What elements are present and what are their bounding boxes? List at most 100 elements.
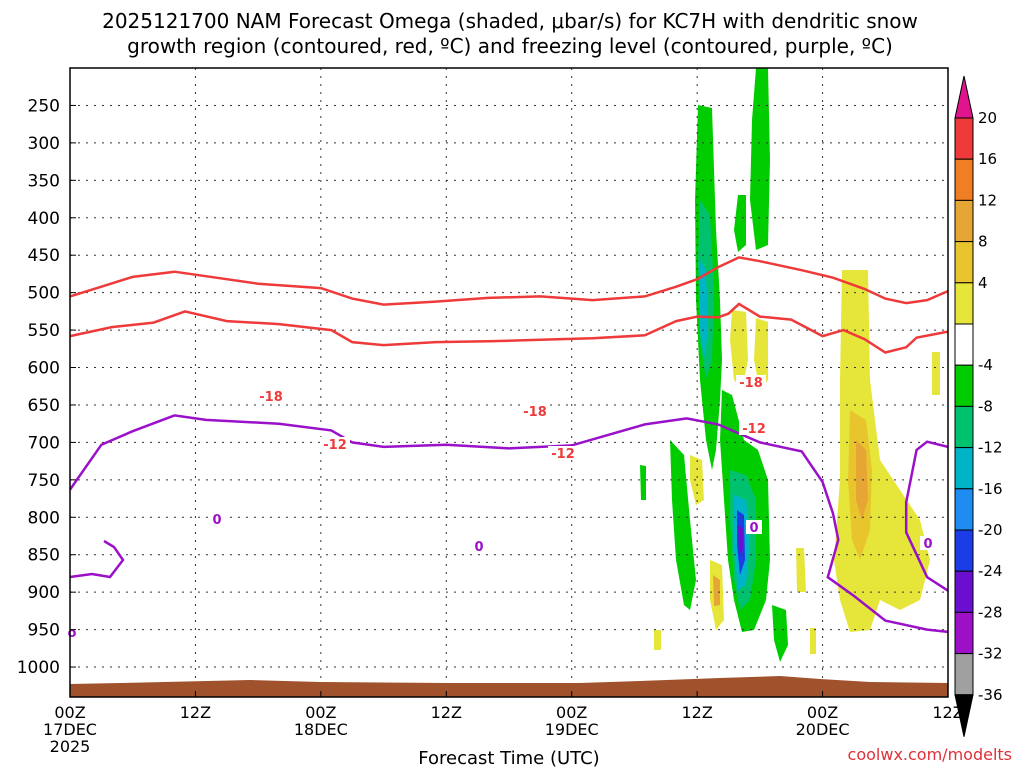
colorbar-label: -24: [978, 562, 1003, 580]
ground-terrain: [70, 676, 948, 697]
colorbar-label: -32: [978, 645, 1003, 663]
omega-downward-region: [932, 352, 940, 395]
y-tick-label: 500: [28, 284, 60, 304]
colorbar-label: -28: [978, 603, 1003, 621]
y-tick-label: 350: [28, 171, 60, 191]
x-tick-label: 12Z: [681, 703, 712, 722]
y-tick-label: 750: [28, 471, 60, 491]
colorbar-swatch: [954, 570, 974, 613]
omega-shading: [640, 68, 940, 662]
colorbar-swatch: [954, 117, 974, 160]
colorbar-label: -8: [978, 397, 993, 415]
omega-downward-region: [690, 455, 704, 505]
freezing-level-contour-alt: [904, 440, 949, 592]
colorbar-label: -16: [978, 480, 1003, 498]
dgz-top-label: -18: [739, 376, 763, 391]
colorbar-swatch: [954, 447, 974, 490]
dgz-top-contour: [69, 256, 949, 306]
x-tick-label: 18DEC: [294, 720, 348, 739]
y-tick-label: 1000: [17, 658, 60, 678]
y-tick-label: 650: [28, 396, 60, 416]
colorbar-swatch: [954, 282, 974, 325]
freezing-level-label: 0: [474, 540, 483, 555]
x-tick-label: 17DEC: [43, 720, 97, 739]
colorbar-swatch: [954, 653, 974, 696]
colorbar-over-triangle: [954, 75, 974, 119]
colorbar-swatch: [954, 611, 974, 655]
omega-downward-region: [810, 628, 816, 654]
y-tick-label: 550: [28, 321, 60, 341]
y-tick-label: 850: [28, 546, 60, 566]
y-tick-label: 800: [28, 508, 60, 528]
colorbar-label: -20: [978, 521, 1003, 539]
freezing-level-label: 0: [749, 521, 758, 536]
dgz-bottom-label: -12: [323, 438, 347, 453]
omega-downward-region: [654, 630, 661, 650]
colorbar-swatch: [954, 199, 974, 243]
y-axis: 250 300 350 400 450 500 550 600 650 700 750 800 850 9…: [17, 96, 76, 678]
chart-title-line-2: growth region (contoured, red, ºC) and f…: [127, 34, 893, 58]
x-tick-label: 12Z: [431, 703, 462, 722]
colorbar-label: -12: [978, 439, 1003, 457]
colorbar-label: 12: [978, 191, 997, 209]
colorbar-swatch: [954, 529, 974, 572]
dgz-bottom-contour: [69, 302, 949, 354]
colorbar-swatch: [954, 488, 974, 531]
dgz-top-label: -18: [523, 405, 547, 420]
freezing-level-loop: [69, 539, 125, 579]
omega-downward-region: [754, 318, 768, 390]
x-tick-label: 00Z: [807, 703, 838, 722]
y-tick-label: 950: [28, 621, 60, 641]
colorbar-swatch: [954, 158, 974, 201]
colorbar-label: -4: [978, 356, 993, 374]
colorbar-label: -36: [978, 686, 1003, 704]
y-tick-label: 400: [28, 209, 60, 229]
colorbar-swatch: [954, 364, 974, 407]
freezing-level-label: 0: [212, 513, 221, 528]
colorbar-swatch: [954, 323, 974, 366]
contour-labels: -18 -18 -18 -12 -12 -12 0 0 0 0 o: [68, 375, 936, 641]
freezing-level-label-alt: o: [68, 626, 77, 641]
colorbar-label: 4: [978, 274, 988, 292]
colorbar-swatch: [954, 405, 974, 449]
y-tick-label: 250: [28, 96, 60, 116]
omega-downward-region: [713, 575, 720, 606]
chart-title-line-1: 2025121700 NAM Forecast Omega (shaded, μ…: [102, 9, 918, 33]
omega-downward-region: [796, 548, 806, 592]
x-tick-label: 00Z: [54, 703, 85, 722]
contours: [68, 256, 949, 634]
dgz-top-label: -18: [259, 390, 283, 405]
y-tick-label: 600: [28, 359, 60, 379]
plot-border: [69, 67, 949, 698]
y-tick-label: 450: [28, 246, 60, 266]
y-tick-label: 700: [28, 433, 60, 453]
x-tick-label: 12Z: [180, 703, 211, 722]
freezing-level-contour: [68, 414, 949, 634]
omega-upward-region: [640, 465, 646, 500]
omega-upward-region: [750, 68, 770, 250]
grid: [70, 68, 948, 697]
omega-upward-region: [772, 605, 788, 662]
y-tick-label: 900: [28, 583, 60, 603]
x-tick-label: 2025: [50, 737, 91, 756]
plot-area: [70, 68, 948, 697]
dgz-bottom-label: -12: [551, 447, 575, 462]
colorbar-swatch: [954, 241, 974, 284]
x-tick-label: 20DEC: [796, 720, 850, 739]
freezing-level-label: 0: [923, 537, 932, 552]
omega-upward-region: [738, 525, 743, 555]
dgz-bottom-label: -12: [742, 422, 766, 437]
colorbar: 20 16 12 8 4 -4 -8 -12 -16 -20 -24 -28 -32 -36: [954, 75, 1003, 737]
colorbar-label: 16: [978, 150, 997, 168]
credit-text: coolwx.com/modelts: [848, 745, 1012, 764]
x-tick-label: 00Z: [305, 703, 336, 722]
x-axis-label: Forecast Time (UTC): [418, 748, 599, 768]
colorbar-under-triangle: [954, 694, 974, 737]
x-tick-label: 19DEC: [545, 720, 599, 739]
omega-upward-region: [700, 260, 708, 360]
colorbar-label: 8: [978, 233, 988, 251]
omega-upward-region: [734, 195, 746, 252]
colorbar-label: 20: [978, 109, 997, 127]
